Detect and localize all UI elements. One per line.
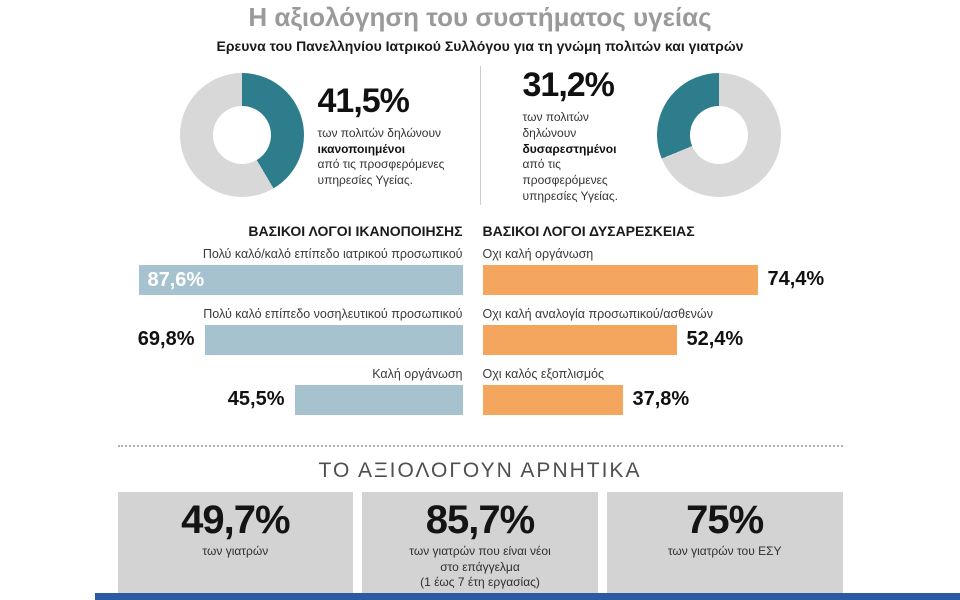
satisfied-percent: 41,5% — [317, 81, 410, 120]
bar-value: 37,8% — [632, 388, 690, 411]
stat-box-doctors: 49,7% των γιατρών — [117, 491, 354, 594]
dissatisfaction-heading: ΒΑΣΙΚΟΙ ΛΟΓΟΙ ΔΥΣΑΡΕΣΚΕΙΑΣ — [482, 222, 695, 239]
dissatisfaction-bar-chart: ΒΑΣΙΚΟΙ ΛΟΓΟΙ ΔΥΣΑΡΕΣΚΕΙΑΣ Οχι καλή οργά… — [482, 222, 843, 427]
bar-value: 69,8% — [137, 328, 195, 351]
caption-line: των γιατρών του ΕΣΥ — [667, 543, 782, 558]
bar-value: 52,4% — [686, 328, 744, 351]
satisfied-group: 41,5% των πολιτών δηλώνουν ικανοποιημένο… — [118, 73, 470, 198]
column-gap — [463, 223, 483, 427]
satisfied-caption: των πολιτών δηλώνουν ικανοποιημένοι από … — [318, 126, 445, 189]
stat-caption: των γιατρών — [118, 544, 354, 560]
bar-value: 87,6% — [147, 268, 205, 291]
bar-row: Οχι καλή αναλογία προσωπικού/ασθενών 52,… — [482, 306, 843, 355]
stat-box-young-doctors: 85,7% των γιατρών που είναι νέοι στο επά… — [362, 491, 598, 594]
bar-dissatisfaction-3 — [482, 384, 623, 415]
negative-section-heading: ΤΟ ΑΞΙΟΛΟΓΟΥΝ ΑΡΝΗΤΙΚΑ — [318, 458, 642, 482]
bar-value: 74,4% — [767, 268, 825, 291]
satisfied-caption-block: 41,5% των πολιτών δηλώνουν ικανοποιημένο… — [318, 82, 445, 189]
stat-value: 49,7% — [181, 497, 290, 542]
bar-charts-section: ΒΑΣΙΚΟΙ ΛΟΓΟΙ ΙΚΑΝΟΠΟΙΗΣΗΣ Πολύ καλό/καλ… — [118, 223, 843, 427]
donut-chart-dissatisfied — [656, 73, 781, 198]
vertical-divider — [479, 66, 481, 205]
bar-label: Πολύ καλό επίπεδο νοσηλευτικού προσωπικο… — [203, 306, 463, 321]
donut-chart-satisfied — [179, 73, 304, 198]
bar-label: Οχι καλή αναλογία προσωπικού/ασθενών — [482, 306, 713, 321]
stat-caption: των γιατρών που είναι νέοι στο επάγγελμα… — [362, 544, 598, 591]
bar-dissatisfaction-2 — [482, 324, 677, 355]
satisfaction-bar-chart: ΒΑΣΙΚΟΙ ΛΟΓΟΙ ΙΚΑΝΟΠΟΙΗΣΗΣ Πολύ καλό/καλ… — [118, 223, 463, 427]
bar-label: Οχι καλή οργάνωση — [482, 246, 594, 261]
bar-satisfaction-3 — [294, 384, 463, 415]
bar-row: Οχι καλός εξοπλισμός 37,8% — [482, 366, 843, 415]
caption-line: στο επάγγελμα — [440, 559, 520, 574]
caption-line: των γιατρών — [202, 543, 269, 558]
donut-hole — [212, 106, 271, 165]
bar-row: Πολύ καλό επίπεδο νοσηλευτικού προσωπικο… — [118, 307, 463, 355]
stat-box-esy-doctors: 75% των γιατρών του ΕΣΥ — [606, 491, 843, 594]
caption-keyword: ικανοποιημένοι — [317, 141, 406, 156]
bar-row: Καλή οργάνωση 45,5% — [118, 367, 463, 415]
donut-section: 41,5% των πολιτών δηλώνουν ικανοποιημένο… — [118, 66, 843, 205]
caption-line: των πολιτών δηλώνουν — [522, 110, 589, 140]
dissatisfied-percent: 31,2% — [522, 66, 615, 104]
caption-line: (1 έως 7 έτη εργασίας) — [420, 575, 540, 590]
satisfaction-heading: ΒΑΣΙΚΟΙ ΛΟΓΟΙ ΙΚΑΝΟΠΟΙΗΣΗΣ — [248, 222, 463, 239]
bar-satisfaction-2 — [204, 324, 463, 355]
bar-dissatisfaction-1 — [482, 264, 758, 295]
caption-line: από τις προσφερόμενες — [522, 157, 608, 188]
caption-line: υπηρεσίες Υγείας. — [317, 173, 414, 188]
caption-line: από τις προσφερόμενες — [317, 157, 445, 172]
stat-value: 85,7% — [425, 497, 535, 542]
caption-keyword: δυσαρεστημένοι — [522, 141, 617, 156]
caption-line: των πολιτών δηλώνουν — [317, 125, 442, 140]
bar-label: Πολύ καλό/καλό επίπεδο ιατρικού προσωπικ… — [202, 246, 463, 261]
stat-boxes: 49,7% των γιατρών 85,7% των γιατρών που … — [117, 491, 843, 594]
bar-satisfaction-1: 87,6% — [138, 264, 463, 295]
stat-value: 75% — [686, 497, 764, 542]
dotted-divider — [117, 444, 843, 447]
bar-value: 45,5% — [227, 388, 285, 411]
bar-row: Οχι καλή οργάνωση 74,4% — [482, 246, 843, 295]
bar-row: Πολύ καλό/καλό επίπεδο ιατρικού προσωπικ… — [118, 247, 463, 295]
stat-caption: των γιατρών του ΕΣΥ — [607, 544, 843, 560]
bar-label: Οχι καλός εξοπλισμός — [482, 366, 605, 381]
dissatisfied-group: 31,2% των πολιτών δηλώνουν δυσαρεστημένο… — [491, 66, 843, 205]
page-title: Η αξιολόγηση του συστήματος υγείας — [248, 2, 712, 32]
dissatisfied-caption-block: 31,2% των πολιτών δηλώνουν δυσαρεστημένο… — [523, 66, 643, 205]
donut-hole — [689, 106, 748, 165]
footer-brand-bar — [95, 593, 960, 600]
page-subtitle: Ερευνα του Πανελληνίου Ιατρικού Συλλόγου… — [216, 38, 744, 54]
dissatisfied-caption: των πολιτών δηλώνουν δυσαρεστημένοι από … — [523, 110, 643, 205]
bar-label: Καλή οργάνωση — [372, 366, 463, 381]
caption-line: υπηρεσίες Υγείας. — [522, 189, 619, 204]
caption-line: των γιατρών που είναι νέοι — [409, 543, 551, 558]
